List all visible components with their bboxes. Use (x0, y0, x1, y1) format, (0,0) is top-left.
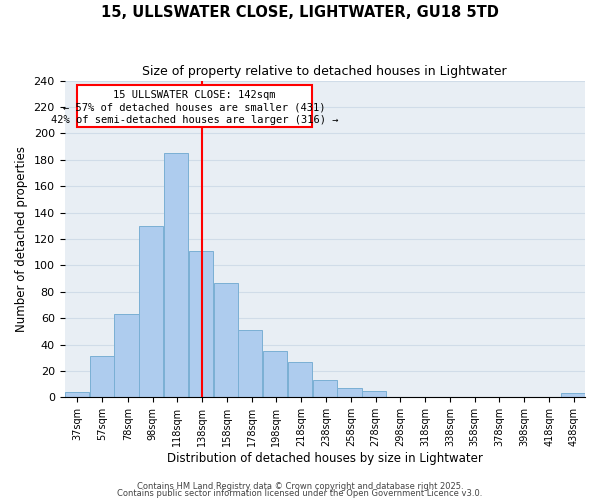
Bar (263, 351, 287, 398)
Bar (313, 380, 337, 398)
Bar (189, 251, 213, 398)
Bar (238, 330, 262, 398)
Bar (288, 362, 312, 398)
Text: 15 ULLSWATER CLOSE: 142sqm: 15 ULLSWATER CLOSE: 142sqm (113, 90, 276, 100)
Bar (115, 314, 139, 398)
Bar (337, 388, 362, 398)
Text: 15, ULLSWATER CLOSE, LIGHTWATER, GU18 5TD: 15, ULLSWATER CLOSE, LIGHTWATER, GU18 5T… (101, 5, 499, 20)
Bar (362, 390, 386, 398)
Bar (214, 282, 238, 398)
Text: ← 57% of detached houses are smaller (431): ← 57% of detached houses are smaller (43… (64, 103, 326, 113)
FancyBboxPatch shape (77, 84, 313, 127)
Y-axis label: Number of detached properties: Number of detached properties (15, 146, 28, 332)
Bar (89, 356, 114, 398)
Bar (65, 392, 89, 398)
Bar (560, 394, 584, 398)
X-axis label: Distribution of detached houses by size in Lightwater: Distribution of detached houses by size … (167, 452, 483, 465)
Title: Size of property relative to detached houses in Lightwater: Size of property relative to detached ho… (142, 65, 507, 78)
Text: 42% of semi-detached houses are larger (316) →: 42% of semi-detached houses are larger (… (51, 115, 338, 125)
Text: Contains public sector information licensed under the Open Government Licence v3: Contains public sector information licen… (118, 489, 482, 498)
Bar (139, 226, 163, 398)
Bar (164, 153, 188, 398)
Text: Contains HM Land Registry data © Crown copyright and database right 2025.: Contains HM Land Registry data © Crown c… (137, 482, 463, 491)
